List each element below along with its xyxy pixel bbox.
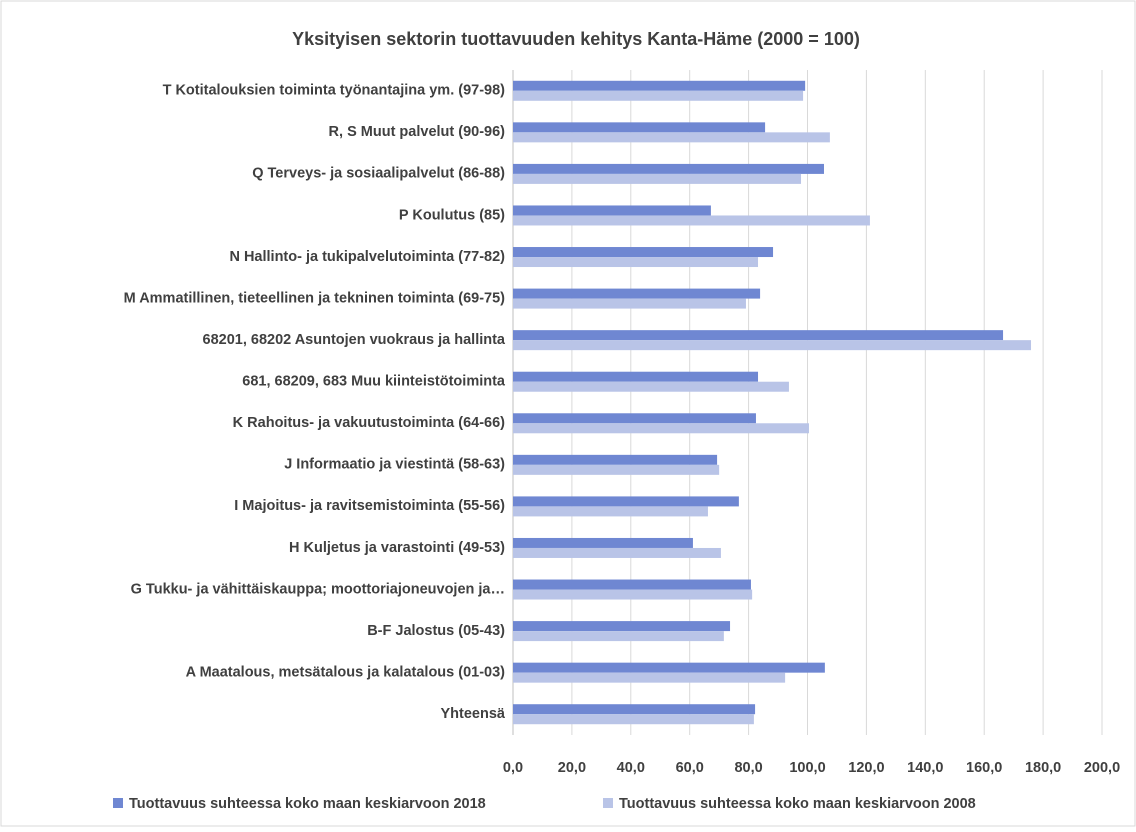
bar: [513, 506, 708, 517]
bar: [513, 90, 804, 101]
y-tick-label: T Kotitalouksien toiminta työnantajina y…: [163, 83, 506, 99]
bar: [513, 330, 1004, 341]
legend-swatch: [113, 798, 123, 808]
bar: [513, 621, 731, 632]
bar: [513, 247, 774, 258]
x-tick-label: 100,0: [789, 760, 825, 776]
bar: [513, 298, 746, 309]
y-tick-label: 681, 68209, 683 Muu kiinteistötoiminta: [242, 374, 506, 390]
bar: [513, 672, 786, 683]
x-tick-label: 120,0: [848, 760, 884, 776]
bar: [513, 464, 720, 475]
bar: [513, 423, 809, 434]
x-tick-label: 20,0: [558, 760, 586, 776]
legend-label: Tuottavuus suhteessa koko maan keskiarvo…: [129, 796, 486, 812]
bar: [513, 288, 761, 299]
y-tick-label: P Koulutus (85): [399, 207, 505, 223]
bar: [513, 496, 739, 507]
x-tick-label: 140,0: [907, 760, 943, 776]
y-tick-label: A Maatalous, metsätalous ja kalatalous (…: [186, 664, 506, 680]
bar: [513, 381, 789, 392]
bar: [513, 454, 718, 465]
bar: [513, 704, 756, 715]
y-tick-label: Yhteensä: [441, 706, 506, 722]
bar: [513, 579, 751, 590]
y-tick-label: R, S Muut palvelut (90-96): [329, 124, 506, 140]
x-tick-label: 160,0: [966, 760, 1002, 776]
bar: [513, 205, 711, 216]
chart-title: Yksityisen sektorin tuottavuuden kehitys…: [292, 29, 860, 49]
bar: [513, 163, 824, 174]
x-tick-label: 200,0: [1084, 760, 1120, 776]
y-tick-label: H Kuljetus ja varastointi (49-53): [289, 540, 505, 556]
bar: [513, 340, 1032, 351]
bar: [513, 132, 830, 143]
x-tick-label: 40,0: [617, 760, 645, 776]
legend-label: Tuottavuus suhteessa koko maan keskiarvo…: [619, 796, 976, 812]
x-tick-label: 180,0: [1025, 760, 1061, 776]
bar: [513, 215, 870, 226]
bar: [513, 371, 759, 382]
bar: [513, 537, 693, 548]
bar: [513, 413, 756, 424]
y-tick-label: K Rahoitus- ja vakuutustoiminta (64-66): [233, 415, 505, 431]
y-tick-label: J Informaatio ja viestintä (58-63): [284, 457, 505, 473]
y-tick-label: 68201, 68202 Asuntojen vuokraus ja halli…: [203, 332, 506, 348]
bar: [513, 173, 802, 184]
bar: [513, 80, 806, 91]
y-tick-label: M Ammatillinen, tieteellinen ja tekninen…: [124, 290, 506, 306]
bar: [513, 631, 724, 642]
bar: [513, 547, 721, 558]
bar: [513, 257, 759, 268]
x-tick-label: 80,0: [734, 760, 762, 776]
bar: [513, 662, 825, 673]
y-tick-label: I Majoitus- ja ravitsemistoiminta (55-56…: [234, 498, 505, 514]
x-tick-label: 60,0: [676, 760, 704, 776]
bar: [513, 122, 766, 133]
y-tick-label: Q Terveys- ja sosiaalipalvelut (86-88): [252, 166, 505, 182]
y-tick-label: N Hallinto- ja tukipalvelutoiminta (77-8…: [229, 249, 505, 265]
y-tick-label: G Tukku- ja vähittäiskauppa; moottoriajo…: [131, 581, 505, 597]
bar: [513, 714, 754, 725]
x-tick-label: 0,0: [503, 760, 523, 776]
bar: [513, 589, 753, 600]
y-tick-label: B-F Jalostus (05-43): [367, 623, 505, 639]
legend-swatch: [603, 798, 613, 808]
